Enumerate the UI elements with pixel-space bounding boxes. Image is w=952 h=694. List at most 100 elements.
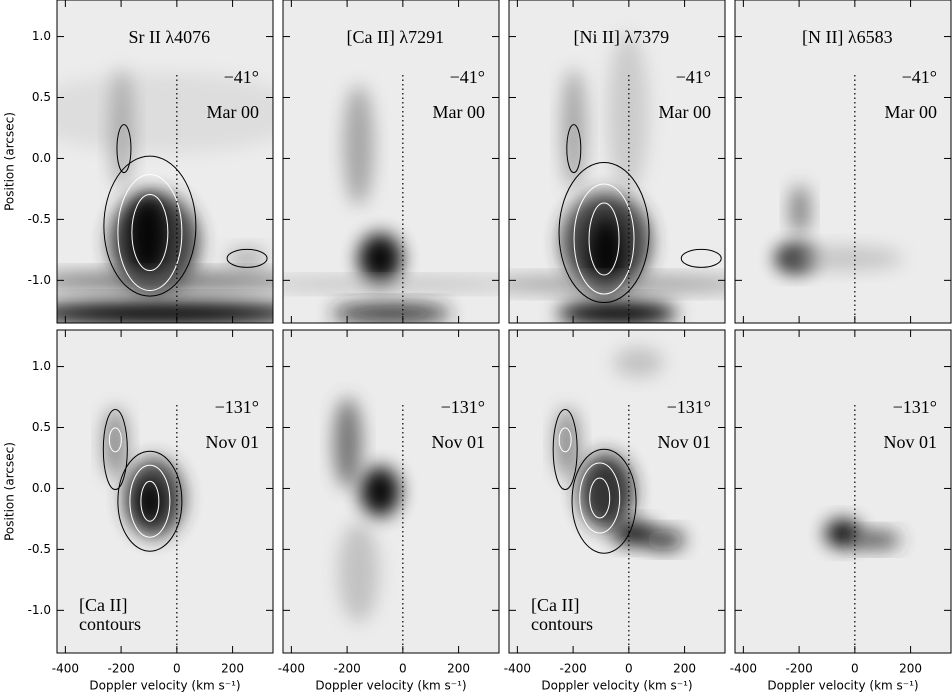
panel: [N II] λ6583 −41° Mar 00 [734,0,952,324]
image-background [735,0,951,323]
emission [783,246,903,271]
panel-frame [508,329,726,654]
epoch: Nov 01 [884,432,938,452]
contour [573,183,635,295]
panel-frame [508,0,726,324]
emission [127,195,168,276]
y-tick-label: -0.5 [28,212,51,226]
emission [57,73,273,154]
x-tick-label: 0 [173,662,181,676]
x-tick-label: -400 [52,662,79,676]
x-tick-label: -200 [107,662,134,676]
emission [360,466,401,517]
emission [57,301,273,323]
emission [588,216,625,287]
spectrum-image [735,330,951,653]
panel: -400 -200 0 200 −131° Nov 01 Doppler velocity … [278,329,500,693]
emission [338,522,379,623]
contour [116,124,132,174]
panel-frame [56,329,274,654]
emission [850,530,901,549]
line-label: Sr II λ4076 [128,27,210,47]
emission [509,276,725,293]
y-axis-label: Position (arcsec) [3,442,17,541]
x-tick-label: 200 [899,662,922,676]
contour [103,155,197,297]
position-angle: −131° [441,397,485,417]
emission [103,408,128,479]
contour [117,450,183,552]
spectrum-image [283,330,499,653]
position-angle: −41° [450,67,485,87]
position-angle: −131° [893,397,937,417]
x-tick-label: -400 [278,662,305,676]
note: [Ca II] [79,595,127,615]
epoch: Nov 01 [206,432,260,452]
spectrum-image [283,0,499,323]
position-angle: −41° [224,67,259,87]
x-axis-label: Doppler velocity (km s⁻¹) [767,679,918,693]
contour [226,248,268,268]
panel: [Ni II] λ7379 −41° Mar 00 [508,0,726,324]
emission [557,301,677,323]
contour [589,477,611,519]
contour [117,174,183,292]
epoch: Mar 00 [885,102,938,122]
contour [140,480,160,522]
emission [789,184,810,235]
emission [283,278,499,291]
x-axis-label: Doppler velocity (km s⁻¹) [315,679,466,693]
epoch: Mar 00 [433,102,486,122]
spectrum-image [509,0,725,323]
epoch: Mar 00 [659,102,712,122]
contour [131,194,169,272]
y-tick-label: -1.0 [28,603,51,617]
contour [558,427,572,453]
contour [102,409,128,491]
x-axis-label: Doppler velocity (km s⁻¹) [89,679,240,693]
panel: -1.0 -0.5 0.0 0.5 1.0 Sr II λ4076 −41° Mar 00 Po… [3,0,274,324]
contour [108,427,122,453]
panel: -400 -200 0 200 −131° Nov 01 [Ca II]contours Do… [504,329,726,693]
y-tick-label: -1.0 [28,273,51,287]
emission [358,233,403,284]
x-tick-label: 200 [447,662,470,676]
x-tick-label: 0 [399,662,407,676]
y-tick-label: 0.5 [32,420,51,434]
spectrum-image [57,0,273,323]
note: [Ca II] [531,595,579,615]
epoch: Mar 00 [207,102,260,122]
line-label: [N II] λ6583 [802,27,893,47]
spectrum-image [735,0,951,323]
emission [57,272,273,291]
contour [680,248,722,268]
x-axis-label: Doppler velocity (km s⁻¹) [541,679,692,693]
emission [607,33,648,194]
x-tick-label: 200 [673,662,696,676]
x-tick-label: -200 [559,662,586,676]
note: contours [79,614,141,634]
note: contours [531,614,593,634]
emission [227,248,268,269]
spectrum-image [509,330,725,653]
emission [613,347,664,378]
contour [571,448,637,554]
panel: -400 -200 0 200 -1.0 -0.5 0.0 0.5 1.0 −131° Nov 01… [3,329,274,693]
y-axis-label: Position (arcsec) [3,112,17,211]
x-tick-label: -400 [504,662,531,676]
panel-frame [282,329,500,654]
spectrum-image [57,330,273,653]
x-tick-label: 0 [625,662,633,676]
contour [129,464,171,538]
contour [579,462,621,534]
y-tick-label: 0.0 [32,151,51,165]
emission [343,85,374,206]
position-angle: −41° [902,67,937,87]
contour [558,162,650,304]
emission [555,408,580,479]
y-tick-label: 0.0 [32,481,51,495]
y-tick-label: 1.0 [32,29,51,43]
y-tick-label: -0.5 [28,542,51,556]
contour [566,124,582,174]
